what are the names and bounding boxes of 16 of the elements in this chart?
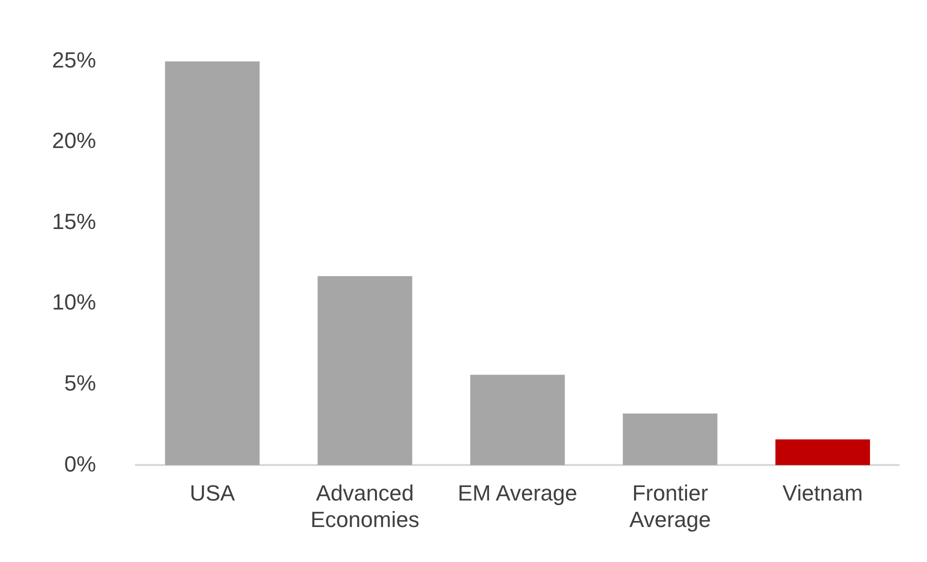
y-tick-label: 5% [64,370,96,396]
x-tick-label: Advanced Economies [310,480,420,532]
bar [470,374,565,466]
bar [622,413,718,466]
x-tick-label: Vietnam [782,480,863,506]
x-tick-label: USA [190,480,236,506]
y-tick-label: 15% [52,208,96,234]
y-tick-label: 10% [52,290,96,315]
bar [775,439,870,466]
y-tick-label: 25% [52,47,96,72]
bar [165,61,260,466]
y-tick-label: 20% [52,128,96,154]
bar [318,276,412,466]
y-tick-label: 0% [64,451,96,476]
x-tick-label: Frontier Average [629,480,711,532]
x-tick-label: EM Average [458,480,578,506]
